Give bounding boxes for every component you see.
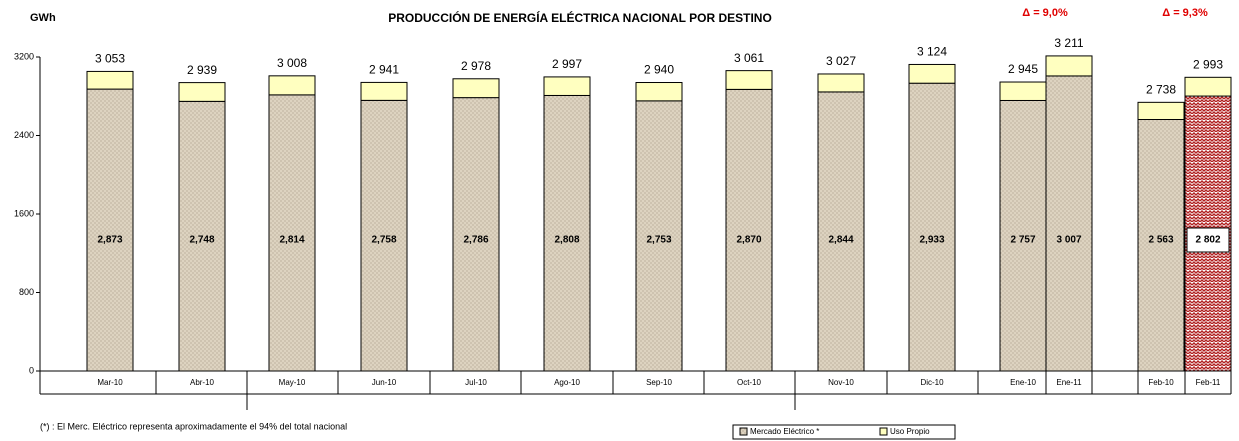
bar-segment [817,73,865,93]
bar-segment [1137,101,1185,121]
x-tick-label: Ene-11 [1056,378,1082,387]
value-label: 2,933 [919,235,944,246]
legend-swatch [739,427,748,436]
total-label: 2 738 [1146,83,1176,97]
value-label: 2,786 [463,235,488,246]
legend-label: Uso Propio [890,427,930,436]
bar-segment [452,97,500,372]
bar-segment [360,81,408,101]
bar-segment [86,70,134,90]
bar-segment [999,81,1047,101]
annotation: Δ = 9,3% [1162,7,1208,19]
total-label: 2 941 [369,63,399,77]
value-label: 2,748 [189,235,214,246]
bar-segment [178,100,226,372]
total-label: 2 940 [644,63,674,77]
bar-segment [725,88,773,372]
legend-box [732,424,956,440]
value-label: 2 563 [1148,235,1173,246]
value-label: 2,808 [554,235,579,246]
bar-segment [543,76,591,96]
bar-segment [86,88,134,372]
x-tick-label: Mar-10 [97,378,123,387]
footnote: (*) : El Merc. Eléctrico representa apro… [40,421,347,431]
label-box [1186,227,1230,253]
value-label: 2,753 [646,235,671,246]
y-tick-label: 3200 [14,51,34,61]
bar-segment [1045,75,1093,372]
x-tick-label: Sep-10 [646,378,672,387]
value-label: 2,814 [279,235,304,246]
y-tick-label: 800 [19,287,34,297]
bar-segment [635,100,683,372]
bar-segment [360,99,408,372]
x-tick-label: Ene-10 [1010,378,1036,387]
total-label: 2 945 [1008,62,1038,76]
y-tick-label: 1600 [14,208,34,218]
total-label: 3 027 [826,54,856,68]
bar-segment [1137,119,1185,372]
x-tick-label: Oct-10 [737,378,762,387]
x-tick-label: Feb-10 [1148,378,1174,387]
value-label: 2,873 [97,235,122,246]
value-label: 2,870 [736,235,761,246]
total-label: 2 939 [187,63,217,77]
bar-segment [725,70,773,90]
value-label: 2,844 [828,235,853,246]
bar-segment [1045,55,1093,77]
value-label: 2 802 [1195,235,1220,246]
bar-segment [635,82,683,102]
value-label: 3 007 [1056,235,1081,246]
total-label: 2 978 [461,59,491,73]
total-label: 3 211 [1054,36,1083,50]
legend-swatch [879,427,888,436]
x-tick-label: Jul-10 [465,378,487,387]
y-tick-label: 2400 [14,130,34,140]
x-tick-label: Jun-10 [372,378,397,387]
bar-segment [1184,76,1232,97]
y-tick-label: 0 [29,365,34,375]
total-label: 3 053 [95,52,125,66]
x-tick-label: Ago-10 [554,378,580,387]
bar-segment [817,91,865,372]
value-label: 2,758 [371,235,396,246]
legend-label: Mercado Eléctrico * [750,427,819,436]
x-tick-label: May-10 [279,378,306,387]
total-label: 3 061 [734,51,764,65]
bar-segment [908,63,956,84]
total-label: 3 124 [917,45,947,59]
bar-segment [268,75,316,96]
x-tick-label: Feb-11 [1196,378,1221,387]
annotation: Δ = 9,0% [1022,7,1068,19]
bar-segment [999,99,1047,372]
value-label: 2 757 [1010,235,1035,246]
bar-segment [178,82,226,102]
total-label: 2 993 [1193,57,1223,71]
bar-segment [268,94,316,372]
total-label: 2 997 [552,57,582,71]
bar-segment [908,82,956,372]
total-label: 3 008 [277,56,307,70]
bar-segment [452,78,500,99]
x-tick-label: Dic-10 [920,378,944,387]
bar-segment [543,94,591,372]
x-tick-label: Nov-10 [828,378,854,387]
y-axis-unit: GWh [30,12,56,24]
chart-title: PRODUCCIÓN DE ENERGÍA ELÉCTRICA NACIONAL… [388,10,772,25]
x-tick-label: Abr-10 [190,378,215,387]
